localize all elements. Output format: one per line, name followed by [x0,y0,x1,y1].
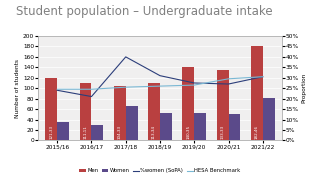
Text: 133,33: 133,33 [220,125,225,139]
Bar [92,125,103,140]
Bar [79,83,92,140]
Text: Student population – Undergraduate intake: Student population – Undergraduate intak… [16,5,273,18]
Bar [160,113,172,140]
Legend: Men, Women, %women (SoPA), HESA Benchmark: Men, Women, %women (SoPA), HESA Benchmar… [77,166,243,176]
Bar [182,67,194,140]
Bar [228,114,241,140]
Bar [251,46,263,140]
Bar [57,122,69,140]
Text: 104,33: 104,33 [118,125,122,139]
Text: 111,11: 111,11 [84,126,87,139]
Bar [194,113,206,140]
Text: 113,34: 113,34 [152,125,156,139]
Bar [126,106,138,140]
Bar [114,86,126,140]
Y-axis label: Proportion: Proportion [302,73,307,103]
Text: 140,35: 140,35 [186,125,190,139]
Y-axis label: Number of students: Number of students [15,59,20,118]
Bar [45,78,57,140]
Bar [217,70,228,140]
Bar [263,98,275,140]
Bar [148,83,160,140]
Text: 121,33: 121,33 [49,125,53,139]
Text: 182,46: 182,46 [255,125,259,139]
